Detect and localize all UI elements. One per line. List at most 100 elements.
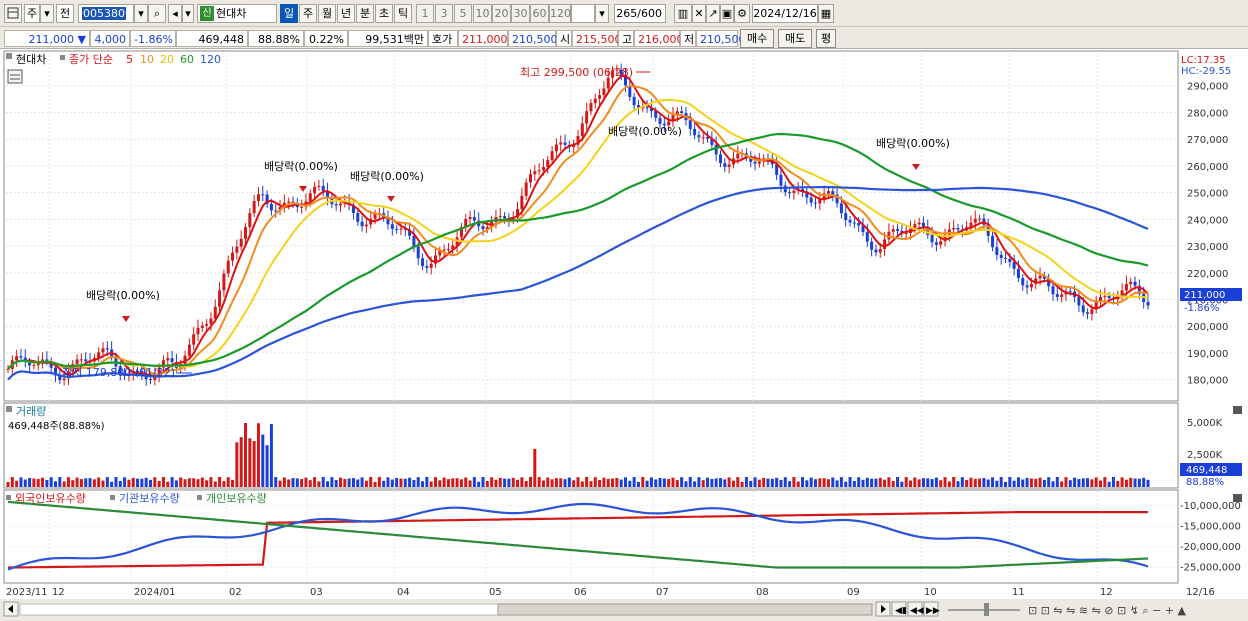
- table-icon[interactable]: [7, 69, 23, 84]
- volume-bar: [896, 477, 900, 487]
- interval-30[interactable]: 30: [511, 4, 530, 23]
- candle-body: [576, 136, 580, 145]
- volume-y-tick: 5,000K: [1187, 418, 1223, 429]
- candle-body: [1129, 281, 1133, 284]
- volume-bar: [693, 481, 697, 487]
- chart-area[interactable]: 290,000 280,000 270,000 260,000 250,000 240,0…: [0, 50, 1248, 621]
- period-mode-dropdown-icon[interactable]: ▾: [40, 4, 54, 23]
- line-tool-icon[interactable]: ↗: [706, 4, 720, 23]
- speaker-dropdown-icon[interactable]: ▾: [182, 4, 194, 23]
- toolbar-icons[interactable]: ⊡ ⊡ ⇋ ⇋ ≋ ⇋ ⊘ ⊡ ↯ ⌕ − + ▲: [1028, 604, 1187, 617]
- search-icon[interactable]: ⌕: [148, 4, 166, 23]
- quote-label: 호가: [428, 30, 458, 47]
- interval-10[interactable]: 10: [473, 4, 492, 23]
- volume-bar: [472, 477, 476, 487]
- gear-icon[interactable]: ⚙: [734, 4, 750, 23]
- tab-day[interactable]: 일: [280, 4, 298, 23]
- sell-button[interactable]: 매도: [778, 29, 813, 48]
- volume-bar: [282, 477, 286, 487]
- ask-price: 211,000: [458, 30, 508, 47]
- cross-icon[interactable]: ✕: [692, 4, 706, 23]
- volume-bar: [386, 477, 390, 487]
- ma-120-line: [7, 186, 1149, 381]
- scroll-forward-button[interactable]: [923, 601, 939, 617]
- candle-body: [1021, 277, 1025, 286]
- volume-bar: [973, 478, 977, 487]
- interval-5[interactable]: 5: [454, 4, 472, 23]
- interval-120[interactable]: 120: [549, 4, 571, 23]
- candle-body: [792, 190, 796, 194]
- volume-bar: [671, 477, 675, 487]
- candle-body: [878, 249, 882, 253]
- volume-bar: [900, 481, 904, 487]
- stock-code-input[interactable]: 005380: [78, 4, 134, 23]
- volume-bar: [36, 478, 40, 487]
- buy-button[interactable]: 매수: [740, 29, 775, 48]
- candle-body: [710, 138, 714, 145]
- candle-body: [19, 356, 23, 358]
- speaker-icon[interactable]: ◂: [168, 4, 182, 23]
- candle-body: [671, 115, 675, 122]
- tab-year[interactable]: 년: [337, 4, 355, 23]
- candle-body: [714, 144, 718, 155]
- chart-type-icon[interactable]: [4, 4, 22, 23]
- volume-bar: [658, 478, 662, 487]
- candle-body: [153, 375, 157, 381]
- tab-tick[interactable]: 틱: [394, 4, 412, 23]
- volume-bar: [265, 445, 269, 487]
- save-icon[interactable]: ▣: [720, 4, 734, 23]
- volume-bar: [675, 480, 679, 487]
- main-toolbar: 주 ▾ 전 005380 ▾ ⌕ ◂ ▾ 신 현대차 일 주 월 년 분 초 틱…: [0, 0, 1248, 27]
- eval-button[interactable]: 평: [816, 29, 837, 48]
- dividend-marker-3: [387, 196, 395, 202]
- tab-minute[interactable]: 분: [356, 4, 374, 23]
- scrollbar-thumb[interactable]: [497, 603, 873, 616]
- tab-month[interactable]: 월: [318, 4, 336, 23]
- scrollbar-track[interactable]: [19, 603, 499, 616]
- volume-bar: [166, 481, 170, 487]
- chart-canvas[interactable]: 290,000 280,000 270,000 260,000 250,000 240,0…: [0, 50, 1248, 621]
- stock-name-field[interactable]: 신 현대차: [197, 4, 277, 23]
- candle-body: [408, 229, 412, 236]
- scroll-first-button[interactable]: [891, 601, 907, 617]
- volume-bar: [1029, 478, 1033, 487]
- period-mode-select[interactable]: 주: [24, 4, 40, 23]
- tab-second[interactable]: 초: [375, 4, 393, 23]
- candle-icon[interactable]: ▥: [674, 4, 692, 23]
- candle-body: [1042, 275, 1046, 279]
- prev-label[interactable]: 전: [56, 4, 74, 23]
- x-axis-label: 03: [310, 587, 323, 598]
- holding-close-icon[interactable]: [1233, 494, 1242, 502]
- candle-body: [537, 170, 541, 172]
- candle-body: [196, 327, 200, 335]
- candle-body: [321, 185, 325, 191]
- candle-body: [788, 192, 792, 194]
- interval-3[interactable]: 3: [435, 4, 453, 23]
- open-label: 시: [556, 30, 572, 47]
- candle-body: [826, 191, 830, 194]
- volume-bar: [373, 481, 377, 487]
- candle-body: [1004, 258, 1007, 260]
- interval-custom-input[interactable]: [571, 4, 595, 23]
- volume-bar: [770, 478, 774, 487]
- calendar-icon[interactable]: ▦: [818, 4, 834, 23]
- candle-body: [1077, 296, 1081, 306]
- volume-bar: [1068, 480, 1072, 487]
- volume-close-icon[interactable]: [1233, 406, 1242, 414]
- zoom-slider-handle[interactable]: [984, 603, 989, 616]
- scroll-back-button[interactable]: [907, 601, 923, 617]
- interval-1[interactable]: 1: [416, 4, 434, 23]
- date-input[interactable]: 2024/12/16: [752, 4, 818, 23]
- volume-bar: [1116, 480, 1120, 487]
- code-dropdown-icon[interactable]: ▾: [134, 4, 148, 23]
- interval-dropdown-icon[interactable]: ▾: [595, 4, 609, 23]
- interval-20[interactable]: 20: [492, 4, 511, 23]
- volume-bar: [252, 441, 256, 487]
- volume-bar: [105, 477, 109, 487]
- volume-bullet-icon: [6, 406, 12, 412]
- tab-week[interactable]: 주: [299, 4, 317, 23]
- volume-bar: [136, 478, 140, 487]
- interval-60[interactable]: 60: [530, 4, 549, 23]
- count-input[interactable]: 265/600: [614, 4, 666, 23]
- candle-body: [498, 216, 502, 218]
